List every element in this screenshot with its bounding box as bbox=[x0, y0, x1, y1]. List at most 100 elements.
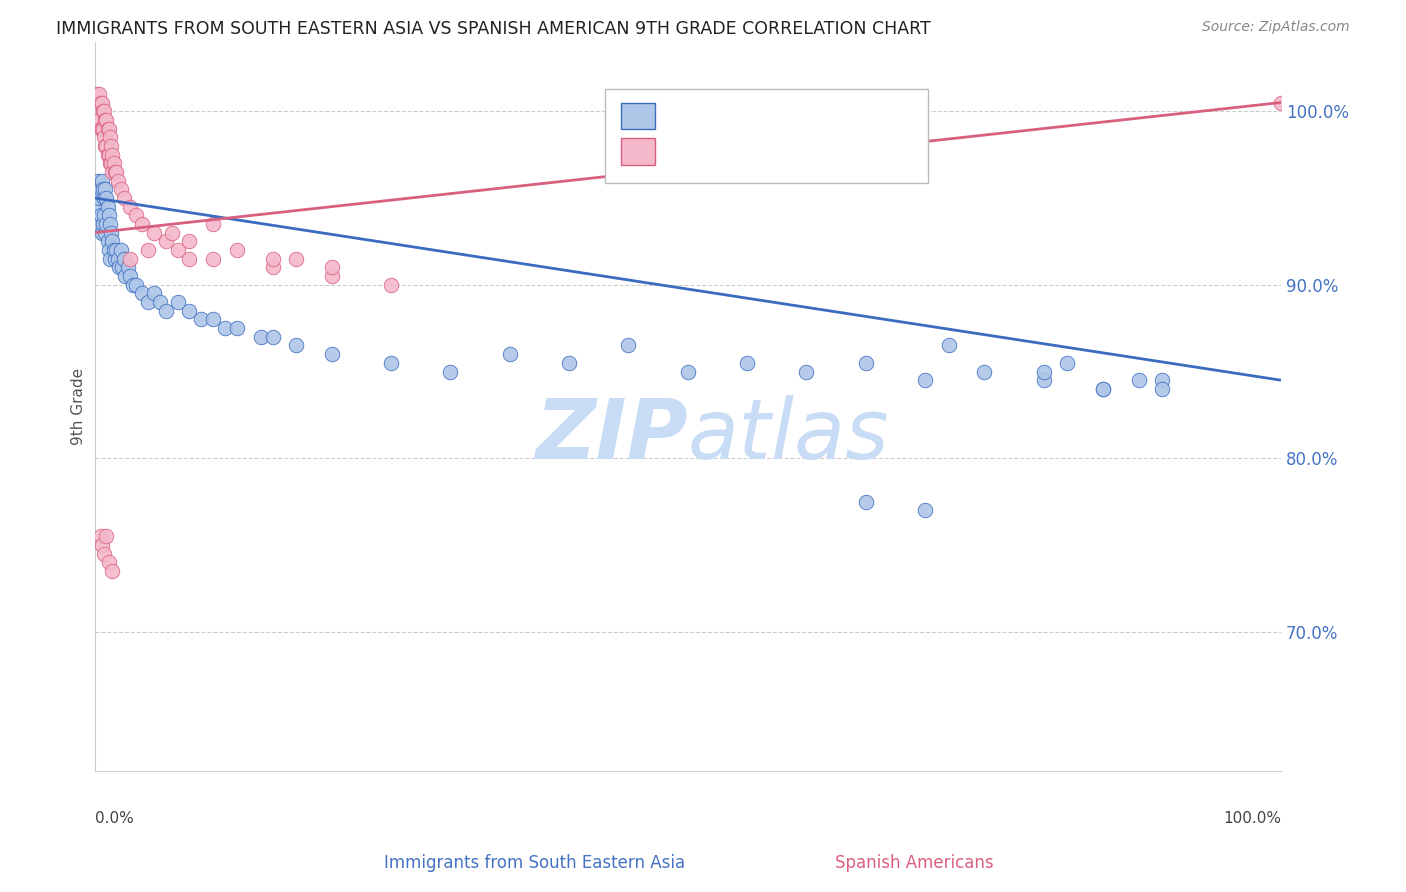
Point bbox=[125, 208, 148, 222]
Point bbox=[98, 252, 121, 266]
Point bbox=[89, 182, 111, 196]
Point bbox=[87, 173, 110, 187]
Text: ZIP: ZIP bbox=[536, 395, 688, 476]
Point bbox=[111, 260, 134, 275]
Point bbox=[90, 538, 112, 552]
Point bbox=[97, 556, 120, 570]
Point bbox=[1091, 382, 1114, 396]
Point bbox=[914, 503, 936, 517]
Point bbox=[120, 268, 142, 283]
Point bbox=[160, 226, 183, 240]
Point bbox=[101, 147, 124, 161]
Point bbox=[100, 139, 122, 153]
Point bbox=[285, 338, 308, 352]
Point bbox=[89, 87, 111, 101]
Point bbox=[104, 165, 127, 179]
Point bbox=[114, 268, 136, 283]
Point bbox=[1032, 365, 1054, 379]
Point bbox=[97, 208, 120, 222]
Point bbox=[94, 182, 117, 196]
Point bbox=[93, 208, 115, 222]
Point bbox=[125, 277, 148, 292]
Point bbox=[136, 295, 159, 310]
Point bbox=[101, 165, 124, 179]
Point bbox=[202, 252, 225, 266]
Point bbox=[104, 252, 127, 266]
Text: R =  0.081   N = 59: R = 0.081 N = 59 bbox=[665, 143, 841, 161]
Point bbox=[1056, 356, 1078, 370]
Point bbox=[796, 365, 818, 379]
Point bbox=[98, 156, 121, 170]
Point bbox=[617, 338, 640, 352]
Point bbox=[202, 312, 225, 326]
Point bbox=[285, 252, 308, 266]
Point bbox=[321, 268, 343, 283]
Point bbox=[380, 277, 402, 292]
Point bbox=[1128, 373, 1150, 387]
Point bbox=[94, 139, 117, 153]
Point bbox=[112, 191, 135, 205]
Point bbox=[97, 121, 120, 136]
Point bbox=[914, 373, 936, 387]
Point bbox=[121, 277, 143, 292]
Point bbox=[89, 529, 111, 543]
Point bbox=[155, 303, 177, 318]
Point bbox=[249, 330, 271, 344]
Point bbox=[321, 260, 343, 275]
Point bbox=[112, 252, 135, 266]
Point bbox=[1032, 373, 1054, 387]
Point bbox=[179, 252, 201, 266]
Point bbox=[214, 321, 236, 335]
Point bbox=[179, 235, 201, 249]
Text: Spanish Americans: Spanish Americans bbox=[835, 855, 993, 872]
Point bbox=[87, 200, 110, 214]
Point bbox=[262, 330, 284, 344]
Text: 0.0%: 0.0% bbox=[94, 811, 134, 826]
Point bbox=[89, 191, 111, 205]
Point bbox=[86, 87, 108, 101]
Point bbox=[155, 235, 177, 249]
Point bbox=[91, 121, 114, 136]
Point bbox=[108, 260, 131, 275]
Point bbox=[120, 252, 142, 266]
Point bbox=[226, 243, 249, 257]
Point bbox=[131, 217, 153, 231]
Point bbox=[142, 226, 165, 240]
Point bbox=[101, 235, 124, 249]
Point bbox=[89, 121, 111, 136]
Text: Immigrants from South Eastern Asia: Immigrants from South Eastern Asia bbox=[384, 855, 685, 872]
Text: IMMIGRANTS FROM SOUTH EASTERN ASIA VS SPANISH AMERICAN 9TH GRADE CORRELATION CHA: IMMIGRANTS FROM SOUTH EASTERN ASIA VS SP… bbox=[56, 20, 931, 37]
Point bbox=[96, 112, 118, 127]
Point bbox=[1152, 373, 1174, 387]
Point bbox=[321, 347, 343, 361]
Point bbox=[226, 321, 249, 335]
Point bbox=[149, 295, 172, 310]
Point bbox=[120, 200, 142, 214]
Point bbox=[96, 191, 118, 205]
Point bbox=[96, 139, 118, 153]
Point bbox=[91, 217, 114, 231]
Point bbox=[131, 286, 153, 301]
Point bbox=[93, 547, 115, 561]
Point bbox=[101, 564, 124, 578]
Point bbox=[262, 260, 284, 275]
Point bbox=[89, 217, 111, 231]
Point bbox=[202, 217, 225, 231]
Point bbox=[97, 243, 120, 257]
Point bbox=[86, 182, 108, 196]
Text: atlas: atlas bbox=[688, 395, 890, 476]
Point bbox=[91, 104, 114, 119]
Point bbox=[1091, 382, 1114, 396]
Point bbox=[90, 226, 112, 240]
Point bbox=[90, 121, 112, 136]
Point bbox=[89, 112, 111, 127]
Point bbox=[179, 303, 201, 318]
Point bbox=[100, 226, 122, 240]
Point bbox=[558, 356, 581, 370]
Point bbox=[94, 112, 117, 127]
Point bbox=[855, 494, 877, 508]
Point bbox=[262, 252, 284, 266]
Text: Source: ZipAtlas.com: Source: ZipAtlas.com bbox=[1202, 20, 1350, 34]
Point bbox=[104, 243, 127, 257]
Point bbox=[136, 243, 159, 257]
